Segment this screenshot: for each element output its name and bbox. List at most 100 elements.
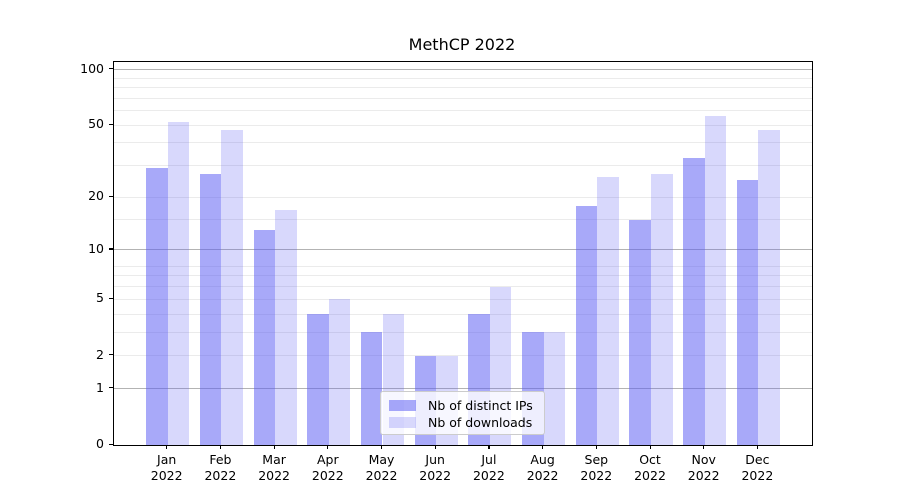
gridline-major [114,388,812,390]
x-tick-label: Oct 2022 [622,452,678,483]
x-tick-month: Jun [425,452,445,467]
x-tick-year: 2022 [311,467,344,483]
y-tick-label: 1 [96,379,104,395]
bar-distinct-ips [575,205,598,445]
legend-swatch-downloads [389,416,416,428]
chart-title: MethCP 2022 [408,35,516,54]
legend-label-distinct-ips: Nb of distinct IPs [428,397,533,413]
bar-downloads [328,299,351,445]
bar-distinct-ips [683,158,705,445]
x-tick-label: Mar 2022 [246,452,302,483]
y-tick-label: 2 [96,346,104,362]
x-tick-mark [327,445,329,449]
x-tick-month: Apr [316,452,339,467]
y-tick-mark [108,195,113,198]
x-tick-month: Sep [584,452,609,467]
y-tick-label: 0 [96,436,104,451]
x-tick-year: 2022 [365,467,398,483]
x-tick-year: 2022 [526,467,559,483]
x-tick-label: Jun 2022 [407,452,463,483]
x-tick-label: Aug 2022 [515,452,571,483]
gridline-major [114,249,812,251]
x-tick-mark [273,445,275,449]
gridline-minor [114,165,812,167]
gridline-minor [114,313,812,315]
y-tick-mark [108,387,113,389]
x-tick-mark [381,445,383,449]
gridline-minor [114,124,812,126]
x-tick-year: 2022 [687,467,720,483]
x-tick-year: 2022 [258,467,290,483]
y-tick-mark [108,297,113,299]
bar-distinct-ips [360,332,383,445]
x-tick-year: 2022 [741,467,774,483]
y-tick-mark [108,68,113,70]
bar-downloads [597,176,619,445]
x-tick-label: Dec 2022 [729,452,785,483]
bar-downloads [651,174,673,445]
x-tick-year: 2022 [580,467,613,483]
x-tick-month: Aug [530,452,555,467]
gridline-minor [114,77,812,79]
y-tick-mark [108,354,113,356]
bar-downloads [167,122,190,445]
x-tick-mark [542,445,544,449]
bar-distinct-ips [253,230,276,445]
bar-distinct-ips [199,174,222,445]
x-tick-label: May 2022 [354,452,410,483]
gridline-minor [114,87,812,89]
x-tick-mark [219,445,222,449]
bar-distinct-ips [307,314,329,445]
legend-entry-downloads: Nb of downloads [389,414,536,430]
x-tick-month: Oct [639,452,661,467]
x-tick-mark [166,445,168,449]
x-tick-month: Nov [691,452,716,467]
gridline-minor [114,286,812,288]
y-tick-label: 20 [88,188,104,204]
y-tick-label: 100 [80,60,104,76]
x-tick-mark [595,445,597,449]
x-tick-month: May [368,452,395,467]
x-tick-mark [703,445,705,449]
gridline-major [114,69,812,71]
x-tick-label: Apr 2022 [300,452,356,483]
x-tick-month: Dec [745,452,770,467]
gridline-minor [114,355,812,357]
legend-swatch-distinct-ips [389,399,416,411]
gridline-minor [114,110,812,112]
gridline-minor [114,142,812,144]
bar-downloads [275,209,297,445]
bar-distinct-ips [629,219,651,445]
y-tick-label: 50 [88,116,104,132]
bar-distinct-ips [736,180,759,445]
x-tick-year: 2022 [472,467,505,483]
x-tick-year: 2022 [150,467,183,483]
y-tick-mark [108,123,113,125]
x-tick-label: Sep 2022 [568,452,624,483]
bar-distinct-ips [146,168,168,445]
bar-downloads [704,116,727,445]
x-tick-month: Feb [209,452,232,467]
x-tick-month: Mar [262,452,286,467]
x-tick-month: Jan [157,452,177,467]
x-tick-month: Jul [481,452,497,467]
bar-downloads [221,130,243,445]
gridline-minor [114,331,812,333]
bar-downloads [758,130,780,445]
plot-area [113,61,813,446]
x-tick-label: Nov 2022 [676,452,732,483]
y-tick-mark [108,248,113,250]
x-tick-mark [756,445,759,449]
x-tick-mark [649,445,651,449]
x-tick-label: Feb 2022 [192,452,248,483]
y-tick-mark [108,443,113,445]
x-tick-mark [488,445,490,449]
gridline-minor [114,196,812,198]
gridline-minor [114,298,812,300]
bar-downloads [543,332,566,445]
legend-label-downloads: Nb of downloads [428,414,533,430]
x-tick-year: 2022 [419,467,452,483]
x-tick-mark [434,445,436,449]
gridline-minor [114,97,812,99]
